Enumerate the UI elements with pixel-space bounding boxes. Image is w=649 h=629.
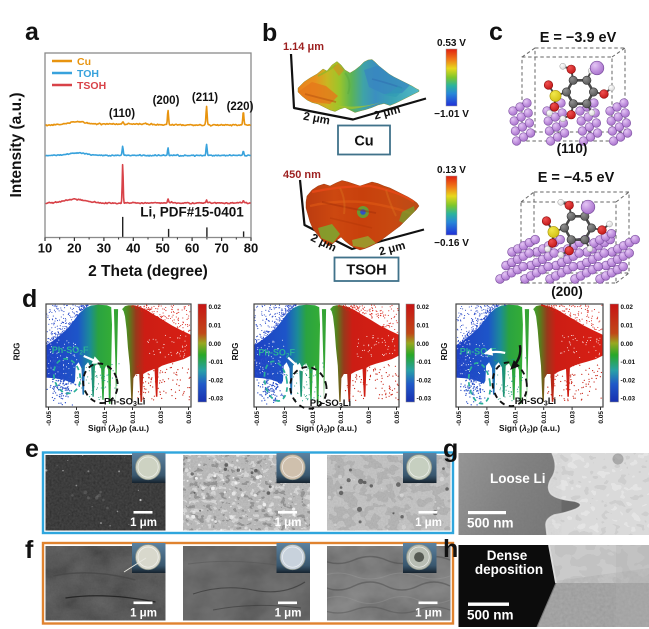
svg-text:20: 20 <box>67 241 81 256</box>
svg-text:-0.01: -0.01 <box>310 411 317 426</box>
svg-text:-0.02: -0.02 <box>209 377 224 384</box>
svg-text:Ph-SO2F: Ph-SO2F <box>52 345 89 357</box>
svg-text:Sign (λ2)ρ (a.u.): Sign (λ2)ρ (a.u.) <box>499 423 560 435</box>
svg-text:0.01: 0.01 <box>209 323 222 330</box>
svg-text:(220): (220) <box>227 101 254 113</box>
svg-text:Loose Li: Loose Li <box>490 471 546 486</box>
svg-text:0.02: 0.02 <box>621 304 634 311</box>
svg-text:0.02: 0.02 <box>209 304 222 311</box>
svg-text:1 μm: 1 μm <box>130 608 157 620</box>
svg-text:10: 10 <box>38 241 52 256</box>
svg-text:0.03: 0.03 <box>158 411 165 424</box>
svg-text:-0.02: -0.02 <box>417 377 432 384</box>
svg-text:RDG: RDG <box>440 343 449 361</box>
svg-text:(110): (110) <box>109 108 135 120</box>
svg-text:Cu: Cu <box>354 134 373 150</box>
svg-text:(110): (110) <box>557 141 588 156</box>
svg-text:b: b <box>262 19 277 47</box>
svg-text:60: 60 <box>185 241 199 256</box>
svg-text:a: a <box>25 18 40 46</box>
svg-text:-0.03: -0.03 <box>417 396 432 403</box>
svg-text:0.53 V: 0.53 V <box>437 38 466 49</box>
svg-text:-0.03: -0.03 <box>621 396 636 403</box>
svg-text:(211): (211) <box>192 92 218 104</box>
svg-text:40: 40 <box>126 241 140 256</box>
svg-text:Intensity (a.u.): Intensity (a.u.) <box>8 92 25 197</box>
svg-text:g: g <box>443 435 458 463</box>
svg-text:-0.01: -0.01 <box>513 411 520 426</box>
svg-text:RDG: RDG <box>13 343 22 361</box>
svg-text:2 Theta (degree): 2 Theta (degree) <box>88 263 208 280</box>
svg-text:-0.05: -0.05 <box>46 411 53 426</box>
svg-text:f: f <box>25 536 34 564</box>
svg-text:Ph-SO3Li: Ph-SO3Li <box>310 398 351 410</box>
svg-text:(200): (200) <box>153 95 180 107</box>
svg-text:80: 80 <box>244 241 258 256</box>
svg-text:50: 50 <box>155 241 169 256</box>
svg-text:−1.01 V: −1.01 V <box>434 109 469 120</box>
svg-text:0.00: 0.00 <box>417 341 430 348</box>
svg-text:1.14 μm: 1.14 μm <box>283 41 324 53</box>
svg-text:500 nm: 500 nm <box>467 608 514 623</box>
svg-text:0.01: 0.01 <box>338 411 345 424</box>
svg-text:Cu: Cu <box>77 56 91 68</box>
svg-text:30: 30 <box>97 241 111 256</box>
svg-text:E = −4.5 eV: E = −4.5 eV <box>538 170 615 186</box>
svg-text:0.01: 0.01 <box>417 323 430 330</box>
svg-text:0.01: 0.01 <box>541 411 548 424</box>
svg-text:RDG: RDG <box>231 343 240 361</box>
svg-text:d: d <box>22 285 37 313</box>
svg-text:2 μm: 2 μm <box>302 111 331 128</box>
svg-text:Sign (λ2)ρ (a.u.): Sign (λ2)ρ (a.u.) <box>296 423 357 435</box>
svg-text:0.03: 0.03 <box>569 411 576 424</box>
svg-text:-0.01: -0.01 <box>102 411 109 426</box>
svg-text:-0.03: -0.03 <box>282 411 289 426</box>
svg-text:Sign (λ2)ρ (a.u.): Sign (λ2)ρ (a.u.) <box>88 423 149 435</box>
svg-text:1 μm: 1 μm <box>415 517 442 529</box>
svg-text:TSOH: TSOH <box>346 263 386 279</box>
svg-text:Li, PDF#15-0401: Li, PDF#15-0401 <box>140 205 244 220</box>
svg-text:-0.02: -0.02 <box>621 377 636 384</box>
svg-text:1 μm: 1 μm <box>130 517 157 529</box>
svg-text:0.05: 0.05 <box>394 411 401 424</box>
svg-text:0.01: 0.01 <box>130 411 137 424</box>
svg-text:c: c <box>489 18 503 46</box>
svg-text:0.05: 0.05 <box>598 411 605 424</box>
svg-text:1 μm: 1 μm <box>275 517 302 529</box>
svg-text:0.13 V: 0.13 V <box>437 165 466 176</box>
svg-text:500 nm: 500 nm <box>467 516 514 531</box>
svg-text:−0.16 V: −0.16 V <box>434 238 469 249</box>
svg-text:deposition: deposition <box>475 562 543 577</box>
svg-text:0.01: 0.01 <box>621 323 634 330</box>
svg-text:-0.03: -0.03 <box>74 411 81 426</box>
svg-text:Ph-SO2F: Ph-SO2F <box>258 348 295 360</box>
svg-text:450 nm: 450 nm <box>283 169 321 181</box>
svg-text:70: 70 <box>214 241 228 256</box>
svg-text:e: e <box>25 435 39 463</box>
svg-text:-0.01: -0.01 <box>417 359 432 366</box>
svg-text:h: h <box>443 535 458 563</box>
svg-text:0.05: 0.05 <box>186 411 193 424</box>
svg-text:1 μm: 1 μm <box>415 608 442 620</box>
svg-text:-0.05: -0.05 <box>456 411 463 426</box>
svg-text:TOH: TOH <box>77 68 99 80</box>
svg-text:0.02: 0.02 <box>417 304 430 311</box>
svg-text:-0.03: -0.03 <box>209 396 224 403</box>
svg-text:TSOH: TSOH <box>77 80 106 92</box>
svg-text:Ph-SO3Li: Ph-SO3Li <box>104 396 145 408</box>
svg-text:-0.05: -0.05 <box>254 411 261 426</box>
svg-text:0.03: 0.03 <box>366 411 373 424</box>
svg-text:Ph-SO3Li: Ph-SO3Li <box>515 396 556 408</box>
svg-text:0.00: 0.00 <box>621 341 634 348</box>
svg-text:(200): (200) <box>551 284 583 299</box>
svg-text:-0.01: -0.01 <box>209 359 224 366</box>
svg-text:Dense: Dense <box>487 548 528 563</box>
svg-text:-0.03: -0.03 <box>484 411 491 426</box>
svg-text:E = −3.9 eV: E = −3.9 eV <box>540 30 617 46</box>
svg-text:1 μm: 1 μm <box>275 608 302 620</box>
svg-text:-0.01: -0.01 <box>621 359 636 366</box>
svg-text:0.00: 0.00 <box>209 341 222 348</box>
